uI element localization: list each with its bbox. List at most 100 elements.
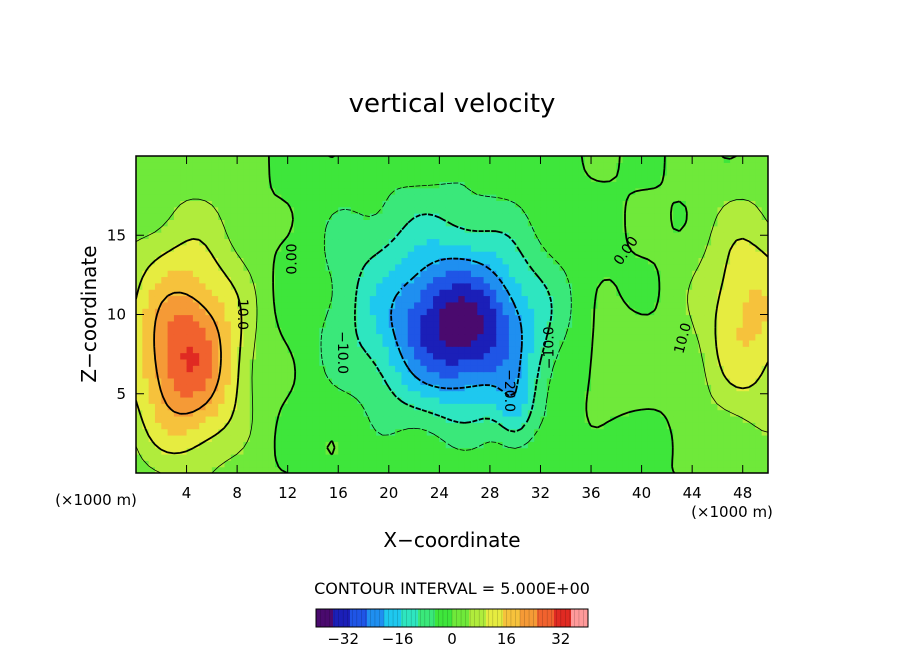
heatmap-cell [654,390,662,398]
heatmap-cell [426,295,434,303]
heatmap-cell [180,308,188,316]
heatmap-cell [439,314,447,322]
heatmap-cell [572,333,579,341]
heatmap-cell [496,282,504,290]
heatmap-cell [388,270,396,278]
heatmap-cell [306,251,314,259]
heatmap-cell [502,384,510,392]
heatmap-cell [161,187,169,195]
heatmap-cell [521,384,529,392]
heatmap-cell [515,289,523,297]
heatmap-cell [553,244,561,252]
heatmap-cell [433,346,440,354]
heatmap-cell [483,175,491,182]
heatmap-cell [622,314,630,322]
heatmap-cell [508,282,516,290]
heatmap-cell [148,320,156,328]
heatmap-cell [363,289,371,297]
heatmap-cell [287,295,295,303]
heatmap-cell [211,358,219,366]
heatmap-cell [736,415,744,423]
heatmap-cell [647,377,655,385]
heatmap-cell [603,390,611,398]
heatmap-cell [502,447,510,455]
heatmap-cell [761,238,768,246]
heatmap-cell [199,339,207,347]
heatmap-cell [199,263,207,271]
heatmap-cell [597,251,605,259]
heatmap-cell [243,263,251,271]
heatmap-cell [325,460,333,468]
heatmap-cell [230,346,238,354]
heatmap-cell [407,308,415,316]
heatmap-cell [136,194,143,201]
heatmap-cell [180,428,188,436]
heatmap-cell [420,168,428,176]
heatmap-cell [243,390,251,398]
heatmap-cell [749,282,756,290]
heatmap-cell [414,257,421,265]
heatmap-cell [685,466,693,473]
heatmap-cell [395,276,403,284]
heatmap-cell [205,270,213,278]
heatmap-cell [224,270,232,278]
heatmap-cell [464,403,472,411]
heatmap-cell [540,466,548,473]
heatmap-cell [243,409,251,417]
heatmap-cell [685,358,693,366]
heatmap-cell [395,371,403,379]
heatmap-cell [666,168,674,176]
heatmap-cell [749,289,756,297]
heatmap-cell [363,358,371,366]
heatmap-cell [224,384,232,392]
heatmap-cell [192,352,200,360]
heatmap-cell [553,238,561,246]
heatmap-cell [294,352,301,360]
heatmap-cell [439,156,447,163]
heatmap-cell [224,175,232,182]
heatmap-cell [489,352,497,360]
heatmap-cell [350,320,358,328]
heatmap-cell [610,441,617,449]
heatmap-cell [477,270,485,278]
heatmap-cell [616,358,624,366]
heatmap-cell [433,263,440,271]
heatmap-cell [654,181,662,189]
heatmap-cell [641,314,649,322]
heatmap-cell [761,415,768,423]
heatmap-cell [546,384,554,392]
heatmap-cell [515,270,523,278]
heatmap-cell [199,295,207,303]
heatmap-cell [287,428,295,436]
heatmap-cell [148,263,156,271]
heatmap-cell [268,175,276,182]
heatmap-cell [711,466,719,473]
heatmap-cell [338,453,346,461]
heatmap-cell [515,187,523,195]
heatmap-cell [559,175,567,182]
heatmap-cell [256,257,263,265]
heatmap-cell [622,453,630,461]
heatmap-cell [154,282,162,290]
heatmap-cell [635,415,643,423]
heatmap-cell [755,225,763,233]
heatmap-cell [540,377,548,385]
heatmap-cell [704,415,712,423]
heatmap-cell [717,194,725,201]
heatmap-cell [527,365,535,373]
heatmap-cell [338,187,346,195]
heatmap-cell [742,213,750,220]
heatmap-cell [565,194,573,201]
heatmap-cell [186,371,194,379]
heatmap-cell [723,352,731,360]
heatmap-cell [610,219,617,227]
heatmap-cell [603,200,611,208]
heatmap-cell [584,403,592,411]
heatmap-cell [439,460,447,468]
heatmap-cell [578,187,586,195]
heatmap-cell [685,289,693,297]
heatmap-cell [692,156,700,163]
heatmap-cell [439,295,447,303]
heatmap-cell [167,244,175,252]
heatmap-cell [597,339,605,347]
